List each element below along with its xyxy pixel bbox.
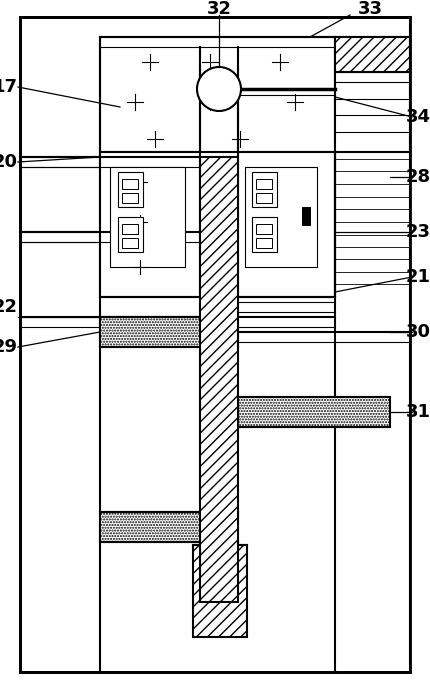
Bar bbox=[256, 193, 272, 203]
Text: 21: 21 bbox=[405, 268, 430, 286]
Text: 28: 28 bbox=[405, 168, 430, 186]
Text: 31: 31 bbox=[405, 403, 430, 421]
Bar bbox=[252, 217, 277, 252]
Text: 20: 20 bbox=[0, 153, 18, 171]
Text: 32: 32 bbox=[206, 0, 231, 18]
Bar bbox=[335, 72, 410, 152]
Text: 34: 34 bbox=[405, 108, 430, 126]
Bar bbox=[335, 37, 410, 72]
Bar bbox=[245, 167, 317, 267]
Bar bbox=[100, 317, 238, 347]
Bar bbox=[193, 545, 247, 637]
Bar bbox=[122, 238, 138, 248]
Circle shape bbox=[197, 67, 241, 111]
Bar bbox=[238, 397, 390, 427]
Bar bbox=[252, 172, 277, 207]
Bar bbox=[100, 152, 200, 297]
Bar bbox=[122, 224, 138, 234]
Text: 29: 29 bbox=[0, 338, 18, 356]
Text: 17: 17 bbox=[0, 78, 18, 96]
Bar bbox=[100, 512, 238, 542]
Bar bbox=[118, 217, 143, 252]
Text: 22: 22 bbox=[0, 298, 18, 316]
Bar bbox=[302, 207, 310, 225]
Bar bbox=[256, 224, 272, 234]
Text: 30: 30 bbox=[405, 323, 430, 341]
Text: 33: 33 bbox=[357, 0, 383, 18]
Bar bbox=[122, 193, 138, 203]
Bar bbox=[100, 37, 335, 152]
Bar bbox=[118, 172, 143, 207]
Bar bbox=[256, 238, 272, 248]
Bar bbox=[238, 152, 335, 297]
Bar bbox=[200, 157, 238, 602]
Bar bbox=[110, 167, 185, 267]
Bar bbox=[122, 179, 138, 189]
Bar bbox=[256, 179, 272, 189]
Text: 23: 23 bbox=[405, 223, 430, 241]
